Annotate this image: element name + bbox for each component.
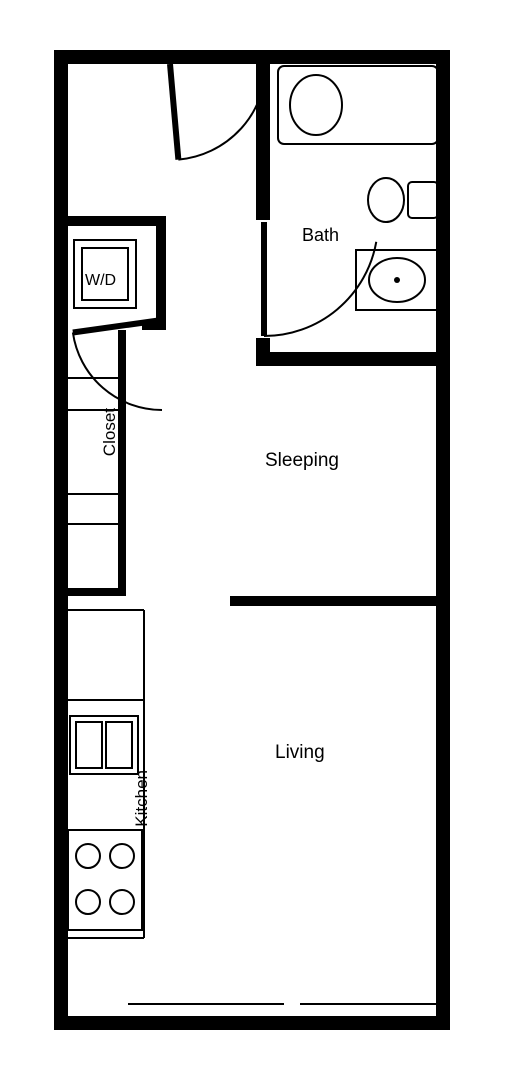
label-wd: W/D <box>85 272 116 290</box>
floorplan-svg <box>0 0 505 1079</box>
label-sleeping: Sleeping <box>265 450 339 472</box>
label-bath: Bath <box>302 225 339 246</box>
label-kitchen: Kitchen <box>132 770 152 827</box>
label-living: Living <box>275 742 325 764</box>
floorplan: Bath W/D Closet Sleeping Kitchen Living <box>0 0 505 1079</box>
label-closet: Closet <box>100 408 120 456</box>
